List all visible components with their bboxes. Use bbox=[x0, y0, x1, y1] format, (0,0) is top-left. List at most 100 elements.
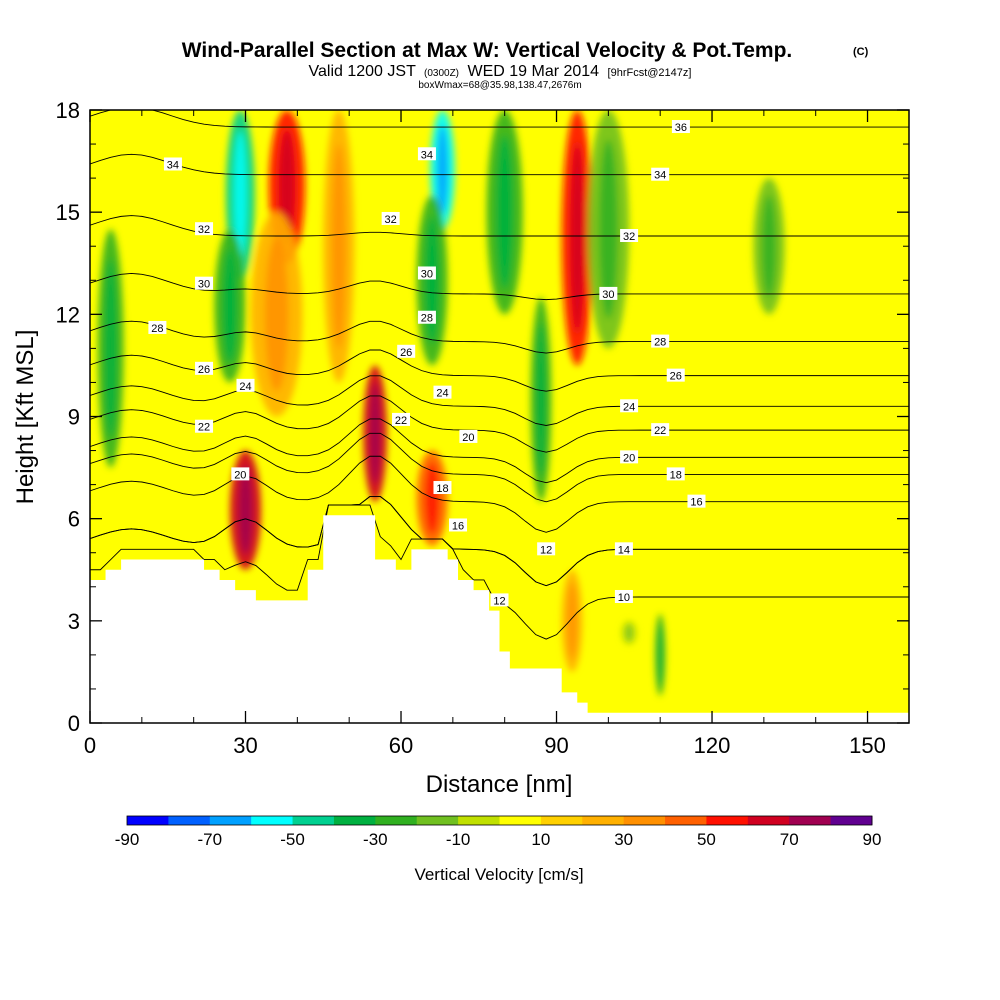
isentrope-label: 34 bbox=[163, 157, 182, 171]
isentrope-label: 22 bbox=[195, 419, 214, 434]
isentrope-line bbox=[90, 375, 909, 426]
colorbar-tick-label: -10 bbox=[446, 830, 471, 849]
colorbar-swatch bbox=[292, 816, 335, 825]
velocity-feature-core bbox=[264, 237, 289, 391]
x-tick-label: 150 bbox=[849, 733, 886, 758]
isentrope-label-text: 28 bbox=[421, 313, 433, 325]
y-tick-label: 0 bbox=[68, 711, 80, 736]
isentrope-line bbox=[90, 215, 909, 237]
isentrope-label-bg bbox=[599, 286, 618, 300]
isentrope-line bbox=[90, 432, 909, 503]
chart-title: Wind-Parallel Section at Max W: Vertical… bbox=[182, 39, 793, 62]
velocity-feature-core bbox=[238, 465, 253, 555]
isentrope-label: 22 bbox=[651, 423, 670, 437]
isentrope-label-bg bbox=[417, 310, 436, 324]
isentrope-label: 30 bbox=[599, 286, 618, 301]
isentrope-label-text: 18 bbox=[670, 469, 682, 481]
isentrope-label-bg bbox=[236, 378, 255, 392]
y-axis-title: Height [Kft MSL] bbox=[12, 330, 39, 505]
isentrope-label-text: 30 bbox=[198, 279, 210, 291]
colorbar-swatch bbox=[540, 816, 583, 825]
isentrope-label: 16 bbox=[449, 518, 468, 532]
isentrope-label-text: 16 bbox=[452, 520, 464, 532]
velocity-feature-core bbox=[425, 462, 440, 534]
isentrope-label-text: 28 bbox=[151, 323, 163, 335]
subtitle-date: WED 19 Mar 2014 bbox=[467, 63, 599, 80]
isentrope-label-text: 32 bbox=[623, 231, 635, 243]
y-tick-label: 18 bbox=[56, 98, 80, 123]
isentrope-label-text: 32 bbox=[198, 224, 210, 236]
isentrope-label: 26 bbox=[397, 344, 416, 359]
x-tick-label: 60 bbox=[389, 733, 413, 758]
isentrope-label: 24 bbox=[620, 399, 639, 413]
isentrope-label-text: 34 bbox=[421, 149, 433, 161]
isentrope-label-text: 26 bbox=[198, 364, 210, 376]
isentrope-label-bg bbox=[195, 276, 214, 290]
isentrope-label-bg bbox=[195, 361, 214, 375]
isentrope-label-bg bbox=[614, 542, 633, 556]
colorbar-swatch bbox=[416, 816, 459, 825]
y-tick-label: 12 bbox=[56, 302, 80, 327]
isentrope-label-bg bbox=[417, 147, 436, 161]
isentrope-label-bg bbox=[620, 399, 639, 413]
isentrope-labels: 10 12 14 16 18 20 22 24 26 28 30 32 34 36 34 32 30 28 26 24… bbox=[148, 120, 706, 607]
isentrope-label: 28 bbox=[148, 320, 167, 335]
colorbar-tick-label: 90 bbox=[863, 830, 882, 849]
isentrope-line bbox=[90, 496, 909, 587]
y-tick-label: 9 bbox=[68, 405, 80, 430]
velocity-field bbox=[97, 110, 785, 696]
isentrope-label-bg bbox=[651, 334, 670, 348]
isentrope-label-bg bbox=[666, 467, 685, 481]
isentrope-label-bg bbox=[620, 229, 639, 243]
velocity-feature-core bbox=[496, 135, 513, 289]
isentrope-label: 36 bbox=[671, 120, 690, 134]
isentrope-label: 32 bbox=[620, 229, 639, 243]
colorbar-tick-label: 30 bbox=[614, 830, 633, 849]
velocity-feature-core bbox=[570, 141, 585, 334]
chart-subtitle-2: boxWmax=68@35.98,138.47,2676m bbox=[418, 80, 581, 91]
isentrope-line bbox=[90, 349, 909, 392]
isentrope-label: 20 bbox=[620, 450, 639, 464]
colorbar-tick-label: 50 bbox=[697, 830, 716, 849]
colorbar: -90 -70 -50 -30 -10 10 30 50 70 90 bbox=[115, 815, 882, 849]
isentrope-label-text: 30 bbox=[602, 289, 614, 301]
isentrope-label-bg bbox=[163, 157, 182, 171]
velocity-feature-core bbox=[222, 248, 237, 364]
subtitle-valid: Valid 1200 JST bbox=[309, 63, 417, 80]
colorbar-swatch bbox=[789, 816, 832, 825]
colorbar-tick-label: 70 bbox=[780, 830, 799, 849]
isentrope-label: 18 bbox=[666, 467, 685, 481]
colorbar-swatch bbox=[333, 816, 376, 825]
isentrope-label-text: 10 bbox=[618, 592, 630, 604]
isentrope-label-bg bbox=[381, 211, 400, 225]
isentrope-label-bg bbox=[397, 344, 416, 358]
terrain-mask bbox=[90, 515, 909, 723]
isentrope-label: 10 bbox=[614, 589, 633, 604]
isentrope-label: 12 bbox=[537, 542, 556, 556]
colorbar-tick-label: -70 bbox=[197, 830, 222, 849]
isentrope-label-text: 24 bbox=[436, 388, 448, 400]
isentrope-label-text: 20 bbox=[234, 469, 246, 481]
x-axis-title: Distance [nm] bbox=[426, 771, 573, 798]
isentrope-label: 12 bbox=[490, 593, 509, 607]
isentrope-label-text: 18 bbox=[436, 483, 448, 495]
isentrope-line bbox=[90, 110, 909, 128]
isentrope-label-text: 34 bbox=[654, 170, 666, 182]
isentrope-label: 32 bbox=[195, 222, 214, 236]
chart-subtitle: Valid 1200 JST (0300Z) WED 19 Mar 2014 [… bbox=[309, 63, 692, 80]
colorbar-swatch bbox=[747, 816, 790, 825]
isentrope-label-text: 36 bbox=[675, 122, 687, 134]
plot-area: 10 12 14 16 18 20 22 24 26 28 30 32 34 36 34 32 30 28 26 24… bbox=[90, 110, 909, 723]
isentrope-label-text: 22 bbox=[198, 422, 210, 434]
isentrope-label-text: 24 bbox=[623, 401, 635, 413]
isentrope-label: 28 bbox=[417, 310, 436, 325]
isentrope-label: 26 bbox=[666, 368, 685, 383]
colorbar-swatch bbox=[499, 816, 542, 825]
velocity-feature-core bbox=[331, 144, 346, 349]
isentrope-label-text: 26 bbox=[400, 347, 412, 359]
isentrope-label-text: 34 bbox=[167, 159, 179, 171]
isentrope-label: 20 bbox=[231, 467, 250, 481]
isentrope-label: 24 bbox=[433, 385, 452, 400]
